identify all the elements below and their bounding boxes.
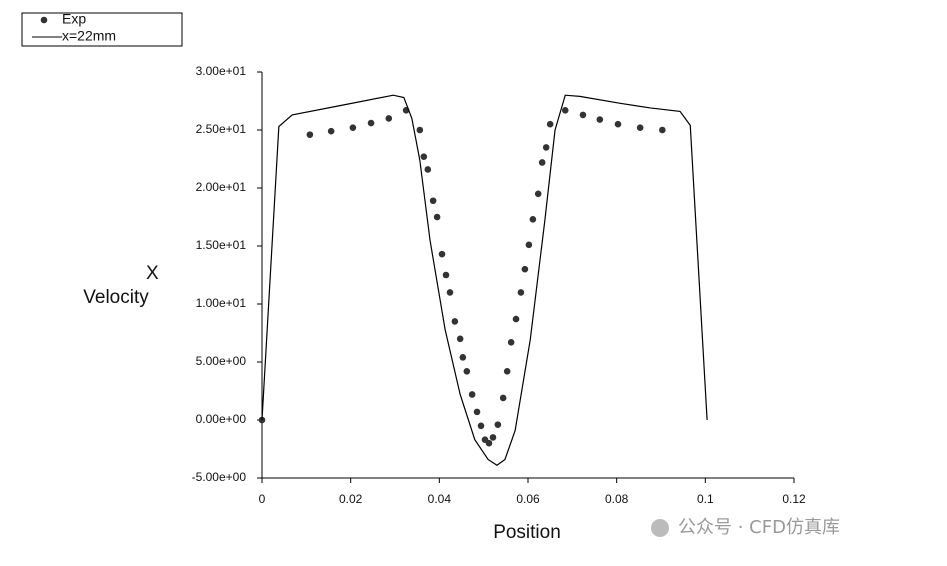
- data-point: [463, 367, 471, 375]
- y-tick-label: 3.00e+01: [196, 64, 247, 78]
- y-axis-label-line: X: [146, 263, 159, 284]
- data-point: [512, 315, 520, 323]
- data-point: [473, 408, 481, 416]
- legend-label: Exp: [62, 11, 86, 27]
- legend-box: [21, 12, 183, 47]
- data-point: [446, 289, 454, 296]
- y-axis-label-line: Velocity: [83, 287, 149, 308]
- data-point: [614, 120, 622, 128]
- data-point: [489, 434, 497, 441]
- y-tick-label: 2.50e+01: [196, 122, 247, 136]
- data-point: [521, 265, 529, 273]
- y-tick-label: 1.00e+01: [196, 296, 247, 310]
- data-point: [529, 216, 537, 223]
- data-point: [433, 213, 441, 221]
- data-point: [367, 119, 375, 127]
- x-tick-label: 0.08: [605, 492, 629, 506]
- data-line: [261, 94, 708, 466]
- y-axis-label: X Velocity: [83, 263, 164, 308]
- x-tick-label: 0.1: [697, 492, 714, 506]
- x-tick-label: 0.02: [339, 492, 363, 506]
- data-point: [349, 124, 357, 131]
- data-point: [534, 190, 542, 198]
- data-point: [429, 197, 437, 205]
- x-tick-label: 0.06: [516, 492, 540, 506]
- data-point: [525, 241, 533, 249]
- data-point: [546, 120, 554, 128]
- data-point: [438, 250, 446, 258]
- data-point: [503, 367, 511, 375]
- x-tick-label: 0.04: [428, 492, 452, 506]
- data-point: [456, 335, 464, 343]
- data-point: [459, 354, 467, 361]
- y-tick-label: 2.00e+01: [196, 180, 247, 194]
- data-point: [494, 421, 502, 428]
- legend-marker: [40, 16, 48, 24]
- data-point: [306, 131, 314, 138]
- data-point: [659, 126, 666, 134]
- data-point: [385, 115, 393, 122]
- data-point: [561, 106, 569, 114]
- x-tick-label: 0.12: [782, 492, 806, 506]
- y-tick-label: 5.00e+00: [196, 354, 247, 368]
- y-tick-label: -5.00e+00: [192, 470, 247, 484]
- data-point: [477, 422, 485, 430]
- data-point: [451, 318, 459, 325]
- x-axis-label: Position: [493, 522, 561, 543]
- data-point: [420, 153, 428, 160]
- data-point: [442, 271, 450, 279]
- data-point: [499, 394, 507, 402]
- x-tick-label: 0: [259, 492, 266, 506]
- data-point: [596, 116, 604, 123]
- data-point: [327, 127, 335, 135]
- y-tick-label: 0.00e+00: [196, 412, 247, 426]
- data-point: [485, 439, 493, 447]
- data-point: [507, 338, 515, 346]
- watermark: 公众号 · CFD仿真库: [678, 517, 840, 538]
- watermark-icon: [651, 519, 669, 537]
- data-point: [579, 111, 587, 119]
- data-point: [636, 124, 644, 131]
- legend-label: x=22mm: [62, 28, 116, 44]
- data-point: [542, 144, 550, 151]
- data-point: [538, 159, 546, 166]
- y-tick-label: 1.50e+01: [196, 238, 247, 252]
- data-point: [468, 391, 476, 398]
- data-point: [517, 289, 525, 296]
- data-point: [416, 126, 424, 134]
- data-point: [424, 166, 432, 173]
